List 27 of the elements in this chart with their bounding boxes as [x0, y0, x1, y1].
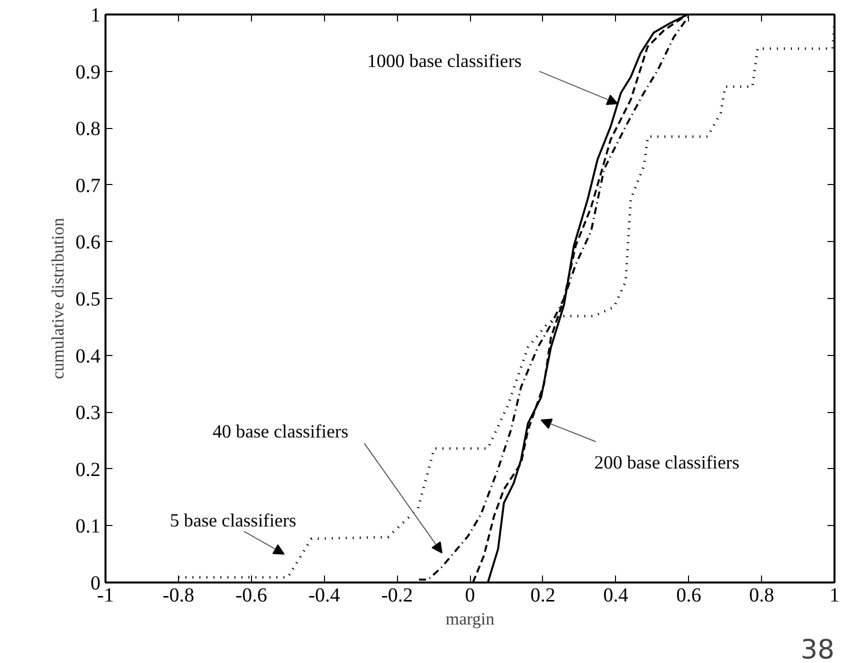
- y-tick-label: 0.9: [76, 61, 100, 84]
- x-tick-label: -0.4: [308, 584, 340, 606]
- annotation: 1000 base classifiers: [367, 51, 522, 72]
- x-tick-label: 0.6: [676, 584, 702, 606]
- x-tick-label: 0.4: [603, 584, 628, 606]
- y-tick-label: 0.1: [76, 516, 100, 538]
- y-tick-label: 0.2: [76, 458, 100, 481]
- annotation: 40 base classifiers: [212, 421, 348, 442]
- x-tick-label: 0.8: [749, 584, 774, 606]
- y-tick-label: 1: [90, 4, 100, 26]
- y-tick-label: 0.5: [76, 288, 100, 310]
- x-tick-label: -0.6: [235, 584, 268, 606]
- y-tick-label: 0.8: [76, 118, 100, 140]
- x-axis-title: margin: [446, 610, 495, 628]
- annotation: 5 base classifiers: [170, 510, 296, 532]
- text: 38: [800, 634, 835, 663]
- y-tick-label: 0.6: [76, 232, 100, 254]
- x-tick-label: 0.2: [530, 584, 556, 606]
- x-tick-label: 1: [830, 584, 840, 606]
- x-tick-label: 0: [465, 584, 475, 606]
- x-tick-label: -0.2: [381, 584, 413, 606]
- y-tick-label: 0.7: [76, 174, 100, 197]
- y-tick-label: 0.3: [76, 402, 100, 424]
- y-tick-label: 0.4: [76, 345, 100, 368]
- annotation: 200 base classifiers: [594, 452, 740, 474]
- x-tick-label: -0.8: [162, 584, 194, 606]
- y-axis-title: cumulative distribution: [48, 218, 68, 380]
